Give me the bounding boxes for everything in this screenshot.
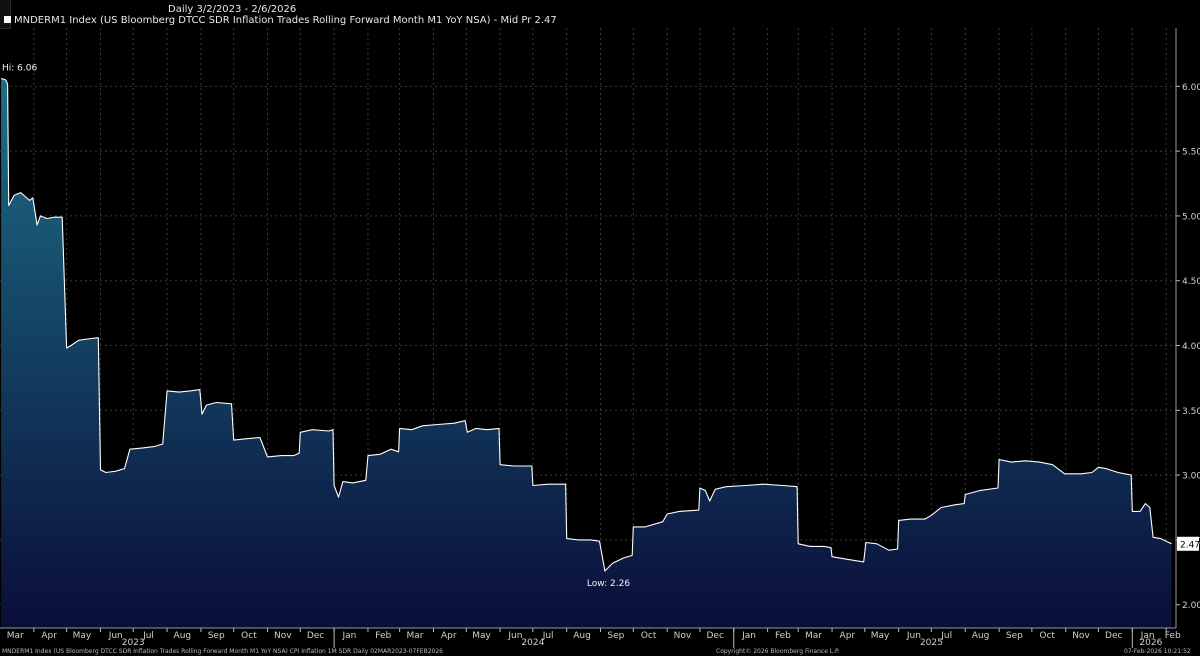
x-month-label: Jul: [940, 631, 952, 641]
x-month-label: May: [73, 631, 92, 641]
legend-label: MNDERM1 Index (US Bloomberg DTCC SDR Inf…: [14, 15, 557, 26]
y-tick-label: 4.50: [1182, 277, 1200, 287]
legend-entry[interactable]: MNDERM1 Index (US Bloomberg DTCC SDR Inf…: [4, 15, 557, 26]
y-tick-label: 3.00: [1182, 472, 1200, 482]
x-month-label: Feb: [375, 631, 391, 641]
x-year-label: 2026: [1139, 638, 1162, 648]
x-year-label: 2025: [920, 638, 943, 648]
chart-header: Daily 3/2/2023 - 2/6/2026 MNDERM1 Index …: [0, 0, 557, 29]
x-month-label: Jan: [1140, 631, 1155, 641]
last-price-box: [1177, 536, 1199, 551]
x-year-label: 2023: [122, 638, 145, 648]
area-layer: [0, 77, 1172, 628]
annotations: Hi: 6.06 Low: 2.26 2.47: [2, 64, 1200, 589]
x-month-label: May: [472, 631, 491, 641]
x-month-label: Feb: [1165, 631, 1181, 641]
x-year-label: 2024: [521, 638, 544, 648]
series-line: [0, 77, 1172, 572]
tick-labels: 2.002.503.003.504.004.505.005.506.00MarA…: [7, 83, 1200, 648]
x-month-label: Dec: [706, 631, 723, 641]
x-month-label: Jul: [542, 631, 554, 641]
x-month-label: Feb: [775, 631, 791, 641]
x-month-label: Apr: [41, 631, 57, 641]
y-tick-label: 5.50: [1182, 148, 1200, 158]
axes: [0, 28, 1180, 648]
series-area: [1, 78, 1172, 628]
x-month-label: Sep: [607, 631, 624, 641]
y-tick-label: 6.00: [1182, 83, 1200, 93]
x-month-label: Dec: [307, 631, 324, 641]
x-month-label: Aug: [573, 631, 591, 641]
x-month-label: Nov: [1072, 631, 1090, 641]
x-month-label: Mar: [406, 631, 423, 641]
x-month-label: Jun: [108, 631, 123, 641]
footer: MNDERM1 Index (US Bloomberg DTCC SDR Inf…: [0, 648, 1200, 656]
x-month-label: Jul: [142, 631, 154, 641]
footer-timestamp: 07-Feb-2026 10:21:52: [1124, 648, 1191, 655]
x-month-label: Oct: [241, 631, 257, 641]
x-month-label: Nov: [274, 631, 292, 641]
x-month-label: Mar: [805, 631, 822, 641]
x-month-label: Dec: [1105, 631, 1122, 641]
last-price-label: 2.47: [1180, 540, 1200, 550]
x-month-label: Jan: [741, 631, 756, 641]
footer-source: MNDERM1 Index (US Bloomberg DTCC SDR Inf…: [2, 648, 443, 655]
x-month-label: Apr: [840, 631, 856, 641]
x-month-label: Nov: [674, 631, 692, 641]
x-month-label: Sep: [208, 631, 225, 641]
y-tick-label: 5.00: [1182, 212, 1200, 222]
x-month-label: Aug: [174, 631, 192, 641]
y-tick-label: 2.00: [1182, 601, 1200, 611]
low-annotation: Low: 2.26: [587, 579, 630, 589]
x-month-label: Jan: [341, 631, 356, 641]
x-month-label: Mar: [7, 631, 24, 641]
high-annotation: Hi: 6.06: [2, 64, 37, 74]
x-month-label: Oct: [641, 631, 657, 641]
x-month-label: Sep: [1006, 631, 1023, 641]
x-month-label: May: [871, 631, 890, 641]
x-month-label: Jun: [906, 631, 921, 641]
x-month-label: Apr: [441, 631, 457, 641]
y-tick-label: 4.00: [1182, 342, 1200, 352]
date-range-label: Daily 3/2/2023 - 2/6/2026: [168, 4, 297, 15]
x-month-label: Oct: [1039, 631, 1055, 641]
footer-copyright: Copyright© 2026 Bloomberg Finance L.P.: [716, 648, 840, 655]
x-month-label: Aug: [972, 631, 990, 641]
y-tick-label: 3.50: [1182, 407, 1200, 417]
legend-swatch-icon: [4, 16, 11, 23]
x-month-label: Jun: [507, 631, 522, 641]
